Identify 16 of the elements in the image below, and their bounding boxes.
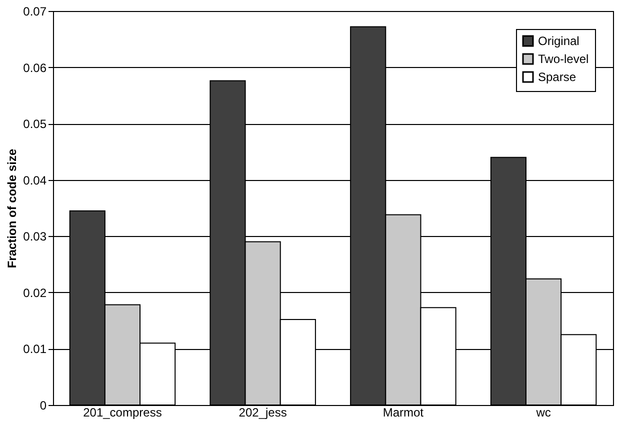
legend-label: Two-level [538, 52, 589, 66]
x-tick-label: Marmot [382, 406, 424, 420]
y-tick-label: 0 [40, 398, 47, 412]
y-tick-label: 0.01 [23, 342, 47, 356]
y-tick-label: 0.06 [23, 60, 47, 75]
y-axis-title: Fraction of code size [5, 148, 20, 268]
y-tick-label: 0.04 [23, 173, 47, 188]
x-tick-label: 202_jess [238, 406, 287, 420]
y-tick-label: 0.05 [23, 117, 47, 132]
y-tick-label: 0.03 [23, 230, 47, 244]
x-tick-label: wc [535, 406, 551, 420]
y-tick-label: 0.07 [23, 4, 47, 18]
x-tick-label: 201_compress [83, 406, 162, 420]
y-tick-label: 0.02 [23, 286, 47, 300]
legend-label: Original [538, 34, 580, 48]
legend-label: Sparse [538, 70, 576, 84]
